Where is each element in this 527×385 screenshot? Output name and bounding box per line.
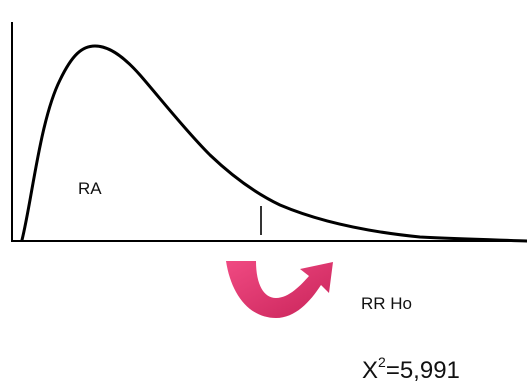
critical-value-label: X2=5,991 — [362, 354, 460, 384]
critical-value-number: =5,991 — [386, 357, 460, 384]
acceptance-region-label: RA — [78, 179, 102, 198]
rejection-region-label: RR Ho — [361, 294, 412, 313]
curved-u-turn-arrow-icon — [226, 261, 333, 318]
chi-symbol: X — [362, 357, 378, 384]
density-curve — [20, 44, 527, 243]
chi-exponent: 2 — [378, 354, 386, 370]
